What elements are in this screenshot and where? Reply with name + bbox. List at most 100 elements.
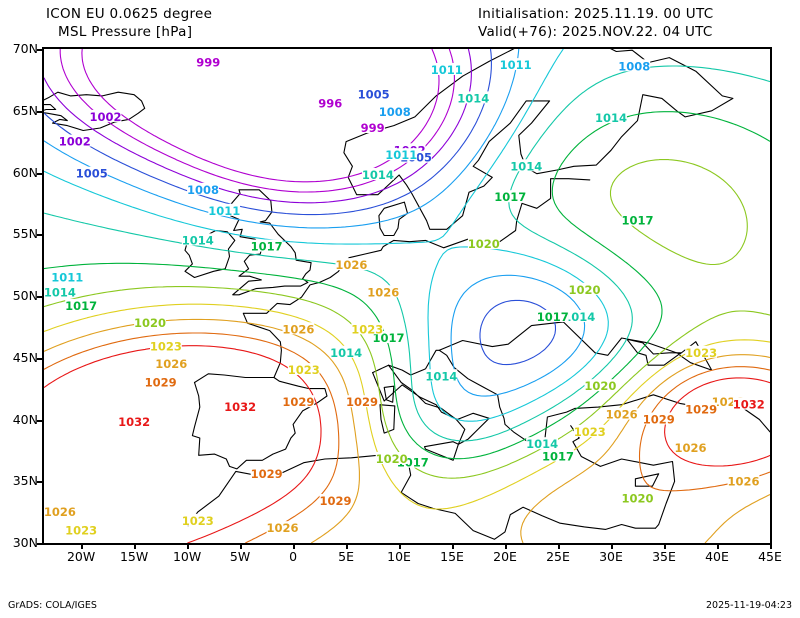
isobar-1011: [427, 246, 609, 422]
isobar-value-label: 996: [318, 96, 342, 110]
isobar-label-backdrop: [144, 375, 177, 388]
coastline: [191, 376, 328, 470]
x-tick-label: 20E: [493, 549, 517, 564]
isobar-label-backdrop: [362, 168, 394, 180]
isobar-value-label: 1011: [500, 58, 532, 72]
y-tick-mark: [37, 172, 43, 175]
isobar-value-label: 1014: [44, 285, 76, 299]
isobar-1026: [520, 354, 770, 543]
isobar-value-label: 1023: [351, 322, 383, 336]
y-tick-label: 30N: [12, 535, 38, 550]
coastline: [379, 404, 396, 434]
isobar-1005: [44, 49, 492, 216]
x-tick-mark: [664, 543, 666, 549]
map-plot-area: 9999969991002100210021005100510051008100…: [13, 41, 782, 564]
isobar-label-backdrop: [642, 412, 675, 425]
coastline: [634, 473, 660, 487]
isobar-value-label: 1032: [224, 400, 256, 414]
isobar-1032: [44, 345, 322, 543]
isobar-value-label: 1023: [574, 425, 606, 439]
isobar-label-backdrop: [89, 109, 122, 122]
isobar-label-backdrop: [187, 182, 219, 195]
isobar-label-backdrop: [499, 58, 532, 71]
y-tick-mark: [37, 481, 43, 484]
x-tick-label: 0: [289, 549, 298, 564]
y-tick-mark: [37, 49, 43, 51]
x-tick-label: 15E: [440, 549, 464, 564]
isobar-value-label: 1017: [251, 240, 283, 254]
isobar-value-label: 1014: [510, 159, 542, 173]
isobar-label-backdrop: [568, 282, 601, 295]
x-tick-mark: [558, 543, 561, 549]
x-tick-label: 5E: [338, 549, 354, 564]
isobar-label-backdrop: [542, 449, 574, 462]
isobar-value-label: 1020: [376, 452, 408, 466]
isobar-value-label: 1014: [330, 346, 362, 360]
isobar-label-backdrop: [65, 298, 97, 311]
isobar-value-label: 1029: [282, 395, 314, 409]
isobar-label-backdrop: [335, 258, 368, 271]
isobar-value-label: 1029: [685, 403, 717, 417]
x-tick-mark: [240, 543, 243, 549]
isobar-value-label: 1026: [606, 408, 638, 422]
x-tick-mark: [187, 543, 190, 549]
x-tick-label: 30E: [599, 549, 623, 564]
isobar-label-backdrop: [58, 134, 91, 147]
isobar-1029: [638, 366, 770, 492]
x-tick-label: 40E: [705, 549, 729, 564]
y-tick-label: 50N: [12, 288, 38, 303]
isobar-value-label: 1017: [65, 299, 97, 313]
isobar-label-backdrop: [65, 523, 97, 536]
isobar-label-backdrop: [385, 148, 418, 161]
y-tick-mark: [37, 543, 43, 545]
isobar-1008: [44, 49, 520, 229]
isobar-value-label: 1029: [251, 467, 283, 481]
x-tick-label: 15W: [119, 549, 149, 564]
isobar-label-backdrop: [118, 415, 150, 427]
isobar-value-label: 1026: [266, 521, 298, 535]
y-tick-mark: [37, 296, 43, 298]
isobar-layer: [44, 49, 770, 543]
isobar-label-backdrop: [287, 363, 320, 376]
isobar-value-label: 1026: [367, 285, 399, 299]
isobar-value-label: 1026: [674, 441, 706, 455]
isobar-value-label: 1020: [621, 492, 653, 506]
isobar-value-label: 1017: [621, 214, 653, 228]
isobar-label-backdrop: [317, 96, 343, 109]
x-tick-mark: [399, 543, 402, 549]
isobar-label-backdrop: [510, 159, 543, 172]
isobar-label-backdrop: [250, 466, 283, 479]
isobar-value-label: 1014: [595, 111, 627, 125]
isobar-value-label: 1026: [155, 357, 187, 371]
map-frame: 9999969991002100210021005100510051008100…: [42, 47, 772, 545]
isobar-label-backdrop: [618, 59, 651, 72]
isobar-value-label: 1011: [208, 204, 240, 218]
x-tick-mark: [452, 543, 455, 549]
isobar-value-label: 1023: [150, 340, 182, 354]
isobar-label-backdrop: [573, 424, 606, 437]
isobar-1005: [479, 299, 557, 366]
isobar-value-label: 1020: [134, 316, 166, 330]
isobar-label-backdrop: [282, 395, 315, 408]
coastline: [378, 201, 409, 237]
coastline: [44, 91, 146, 132]
isobar-value-label: 1026: [282, 322, 314, 336]
isobar-label-backdrop: [430, 63, 463, 75]
coastline: [193, 373, 275, 384]
coastline: [438, 321, 713, 371]
isobar-label-backdrop: [526, 437, 558, 450]
isobar-value-label: 1020: [568, 283, 600, 297]
isobar-value-label: 1032: [118, 415, 150, 429]
isobar-value-label: 1005: [358, 88, 390, 102]
isobar-value-label: 1029: [145, 376, 177, 390]
isobar-label-layer: 9999969991002100210021005100510051008100…: [44, 55, 765, 538]
isobar-label-backdrop: [282, 322, 315, 335]
isobar-value-label: 999: [361, 121, 385, 135]
coastline: [626, 338, 682, 366]
isobar-value-label: 1011: [51, 271, 83, 285]
isobar-value-label: 1017: [372, 331, 404, 345]
isobar-label-backdrop: [425, 369, 458, 382]
isobar-value-label: 1023: [65, 524, 97, 538]
isobar-value-label: 1026: [44, 505, 76, 519]
